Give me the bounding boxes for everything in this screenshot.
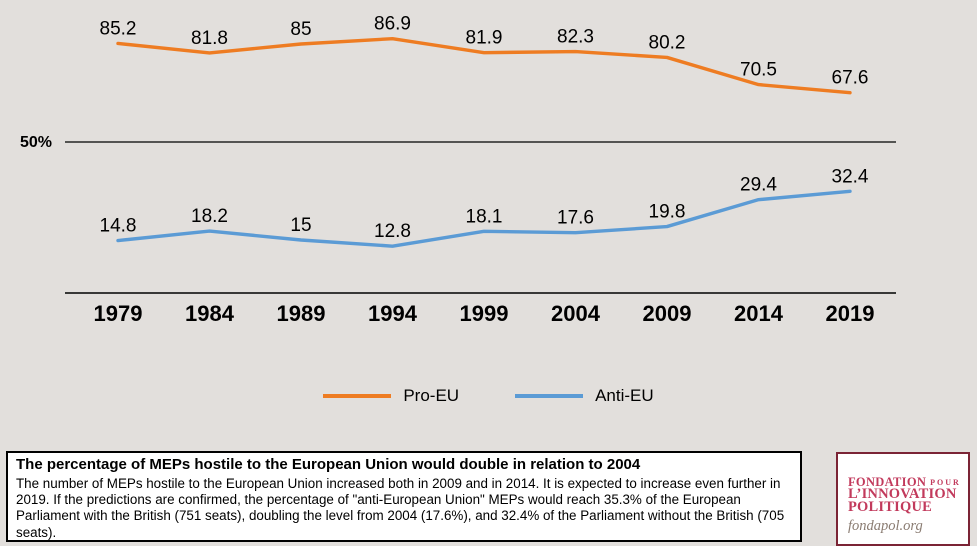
anti-eu-line-swatch	[515, 394, 584, 398]
caption-box: The percentage of MEPs hostile to the Eu…	[6, 451, 802, 542]
anti-eu-value-label: 32.4	[832, 166, 869, 187]
x-tick-label: 1994	[368, 301, 418, 326]
logo-fondation-line: FONDATION POUR	[848, 475, 968, 489]
x-tick-label: 2019	[826, 301, 875, 326]
pro-eu-value-label: 80.2	[649, 32, 686, 53]
pro-eu-value-label: 81.9	[466, 28, 503, 49]
pro-eu-line	[116, 36, 852, 95]
logo-site-link[interactable]: fondapol.org	[848, 518, 923, 535]
fifty-percent-label: 50%	[20, 134, 52, 151]
meps-line-chart: 50% 1979 1984 1989 1994 1999 2004 2009 2014 2019 8…	[20, 14, 896, 326]
legend-item-anti-eu: Anti-EU	[515, 386, 654, 406]
legend-label-pro-eu: Pro-EU	[403, 386, 460, 405]
x-tick-label: 2014	[734, 301, 784, 326]
anti-eu-value-label: 19.8	[649, 202, 686, 223]
caption-title: The percentage of MEPs hostile to the Eu…	[16, 456, 641, 473]
anti-eu-value-label: 29.4	[740, 175, 777, 196]
x-tick-label: 2009	[643, 301, 692, 326]
logo-innovation-text: L’INNOVATION	[848, 486, 957, 503]
anti-eu-value-label: 15	[290, 215, 311, 236]
pro-eu-value-label: 82.3	[557, 27, 594, 48]
anti-eu-value-label: 18.1	[466, 206, 503, 227]
pro-eu-value-label: 86.9	[374, 14, 411, 35]
logo-politique-text: POLITIQUE	[848, 499, 932, 516]
anti-eu-value-label: 14.8	[100, 216, 137, 237]
x-tick-label: 2004	[551, 301, 601, 326]
pro-eu-value-label: 85.2	[100, 18, 137, 39]
fondapol-logo: FONDATION POUR L’INNOVATION POLITIQUE fon…	[836, 452, 970, 546]
logo-pour-text: POUR	[930, 478, 961, 487]
x-tick-label: 1979	[94, 301, 143, 326]
x-tick-label: 1999	[460, 301, 509, 326]
pro-eu-value-label: 85	[290, 19, 311, 40]
pro-eu-value-label: 70.5	[740, 60, 777, 81]
anti-eu-value-label: 18.2	[191, 206, 228, 227]
legend-label-anti-eu: Anti-EU	[595, 386, 654, 405]
pro-eu-value-label: 81.8	[191, 28, 228, 49]
logo-fondation-text: FONDATION	[848, 475, 927, 489]
anti-eu-line	[116, 189, 852, 248]
x-tick-label: 1984	[185, 301, 235, 326]
x-tick-label: 1989	[277, 301, 326, 326]
caption-body: The number of MEPs hostile to the Europe…	[16, 475, 785, 540]
chart-legend: Pro-EU Anti-EU	[0, 386, 977, 406]
anti-eu-value-label: 12.8	[374, 221, 411, 242]
legend-item-pro-eu: Pro-EU	[323, 386, 459, 406]
anti-eu-value-label: 17.6	[557, 208, 594, 229]
pro-eu-value-label: 67.6	[832, 68, 869, 89]
pro-eu-line-swatch	[323, 394, 392, 398]
